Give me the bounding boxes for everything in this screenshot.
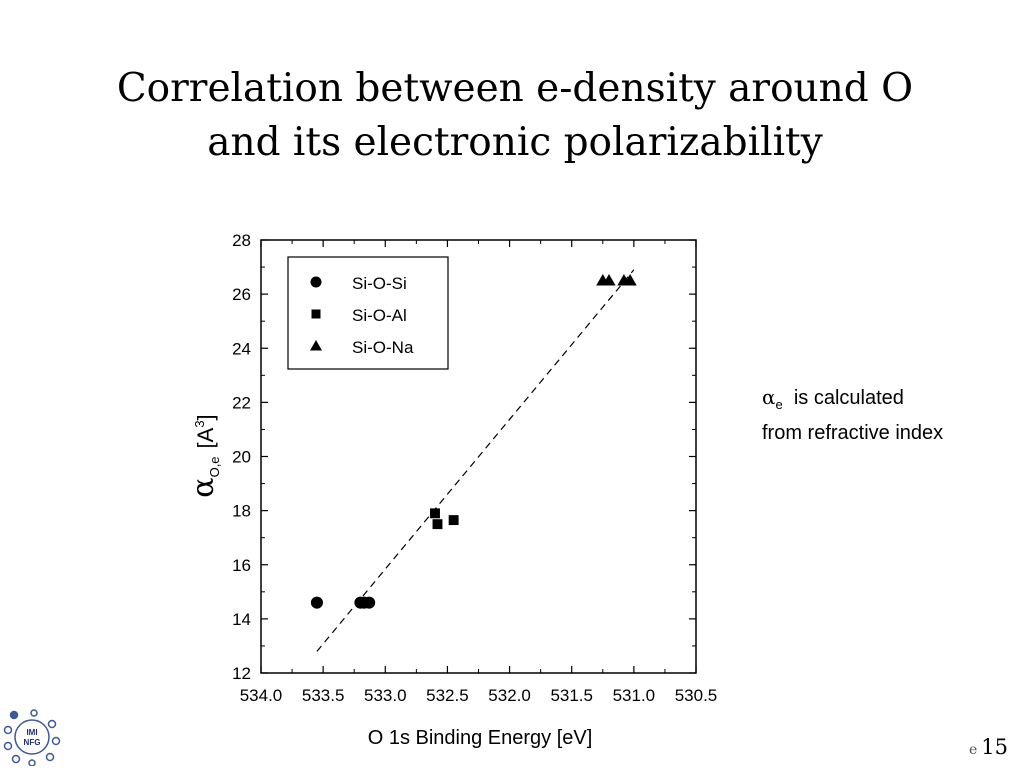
slide-number: e 15: [969, 735, 1008, 759]
title-line-1: Correlation between e-density around O: [116, 66, 914, 111]
y-tick-label: 12: [232, 664, 251, 683]
x-axis-label: O 1s Binding Energy [eV]: [368, 727, 593, 749]
legend-marker-circle: [310, 276, 322, 288]
note-alpha-subscript: e: [775, 397, 783, 412]
data-points: [310, 273, 637, 609]
logo-text-top: IMI: [26, 728, 37, 737]
x-tick-label: 533.0: [364, 686, 407, 705]
legend-label: Si-O-Na: [352, 338, 414, 357]
y-axis-ticks: 12 14 16 18 20 22 24 26 28: [232, 231, 696, 683]
x-tick-label: 531.0: [613, 686, 656, 705]
x-tick-label: 532.0: [488, 686, 531, 705]
y-label-subscript: O,e: [207, 456, 222, 477]
y-tick-label: 28: [232, 231, 251, 250]
slide-title: Correlation between e-density around O a…: [40, 62, 990, 170]
x-tick-label: 530.5: [675, 686, 718, 705]
legend-marker-square: [311, 309, 321, 319]
fit-line: [316, 269, 635, 652]
calculation-note: αe is calculated from refractive index: [762, 383, 943, 448]
y-tick-label: 14: [232, 610, 251, 629]
note-line-2: from refractive index: [762, 422, 944, 444]
y-tick-label: 20: [232, 448, 251, 467]
institution-logo: IMI NFG: [3, 709, 61, 766]
y-tick-label: 24: [232, 339, 251, 358]
slide-number-fragment: e: [968, 742, 978, 758]
slide-number-value: 15: [981, 735, 1008, 759]
x-tick-label: 531.5: [550, 686, 593, 705]
y-axis-label: αO,e [A3]: [186, 414, 222, 497]
x-tick-label: 534.0: [240, 686, 283, 705]
title-line-2: and its electronic polarizability: [207, 120, 823, 165]
y-tick-label: 18: [232, 502, 251, 521]
y-tick-label: 22: [232, 393, 251, 412]
data-point-triangle: [623, 273, 637, 286]
note-line-1-text: is calculated: [782, 387, 904, 409]
legend-label: Si-O-Al: [352, 306, 407, 325]
fit-line-group: [316, 269, 635, 652]
data-point-square: [432, 519, 443, 530]
data-point-circle: [310, 596, 323, 609]
y-label-symbol: α: [186, 477, 221, 497]
legend-label: Si-O-Si: [352, 274, 407, 293]
legend: Si-O-Si Si-O-Al Si-O-Na: [287, 256, 449, 370]
data-point-circle: [363, 596, 376, 609]
data-point-triangle: [602, 273, 616, 286]
data-point-square: [430, 508, 440, 519]
svg-text:αO,e[A3]: αO,e [A3]: [186, 414, 222, 497]
data-point-square: [448, 515, 459, 526]
x-tick-label: 532.5: [426, 686, 469, 705]
x-tick-label: 533.5: [302, 686, 345, 705]
legend-marker-triangle: [310, 340, 322, 351]
y-tick-label: 16: [232, 556, 251, 575]
note-line-1: αe is calculated: [762, 383, 943, 419]
x-axis-ticks: 534.0 533.5 533.0 532.5 532.0 531.5 531.0 530.5: [240, 240, 718, 705]
note-alpha-symbol: α: [762, 385, 776, 409]
y-tick-label: 26: [232, 285, 251, 304]
y-label-superscript: 3: [192, 420, 207, 427]
y-label-unit: [A: [193, 427, 218, 448]
y-label-close: ]: [193, 414, 218, 420]
logo-text-bottom: NFG: [24, 738, 41, 747]
